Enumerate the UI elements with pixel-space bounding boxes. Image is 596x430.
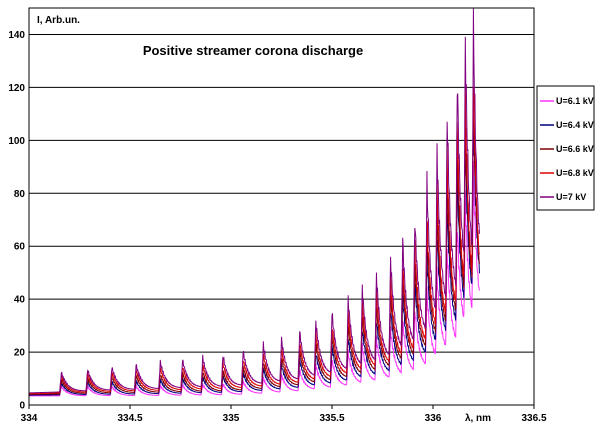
y-axis-label: I, Arb.un. (37, 15, 80, 26)
x-tick-label: 335 (223, 413, 240, 424)
x-tick-label: 336 (425, 413, 442, 424)
legend-entry: U=7 kV (556, 192, 586, 202)
y-tick-label: 140 (8, 30, 25, 41)
legend-box (536, 85, 595, 211)
series-layer (28, 7, 480, 397)
series-line (28, 108, 480, 395)
series-line (29, 104, 480, 396)
y-tick-label: 0 (19, 401, 25, 412)
x-tick-label: 336.5 (521, 413, 546, 424)
y-tick-label: 60 (14, 242, 26, 253)
legend-entry: U=6.6 kV (556, 144, 594, 154)
x-tick-label: 334.5 (117, 413, 142, 424)
legend-entry: U=6.4 kV (556, 120, 594, 130)
series-line (29, 160, 480, 397)
series-line (28, 7, 480, 394)
plot-border (28, 7, 535, 406)
y-tick-label: 80 (14, 189, 26, 200)
gridlines (29, 33, 534, 353)
y-tick-label: 20 (14, 348, 26, 359)
x-tick-label: 334 (21, 413, 38, 424)
y-tick-label: 100 (8, 136, 25, 147)
x-tick-label: 335.5 (319, 413, 344, 424)
y-tick-label: 40 (14, 295, 26, 306)
legend-entry: U=6.8 kV (556, 168, 594, 178)
x-axis-label: λ, nm (465, 413, 491, 424)
legend-entry: U=6.1 kV (556, 96, 594, 106)
x-axis-ticks: 334 334.5 335 335.5 336 336.5 (21, 405, 547, 424)
chart-title: Positive streamer corona discharge (143, 43, 363, 58)
y-tick-label: 120 (8, 83, 25, 94)
legend: U=6.1 kV U=6.4 kV U=6.6 kV U=6.8 kV U=7 kV (536, 85, 595, 211)
series-line (28, 82, 480, 395)
y-axis-ticks: 0 20 40 60 80 100 120 140 (8, 30, 25, 412)
